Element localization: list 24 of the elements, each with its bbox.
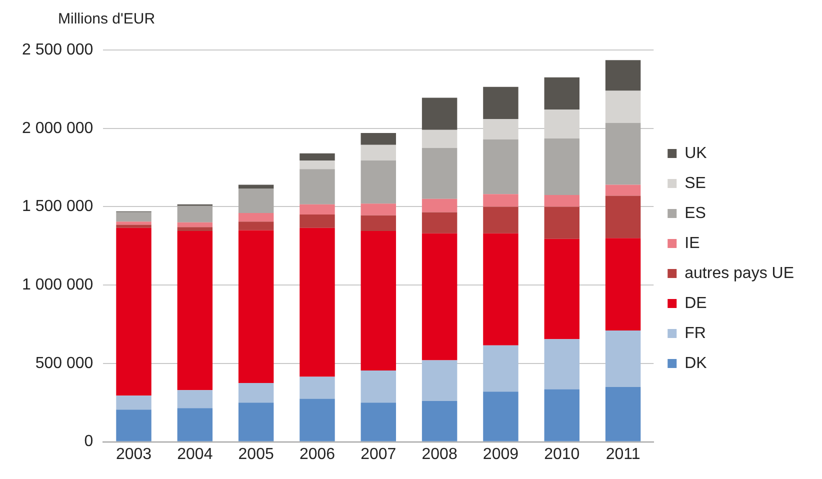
legend-label: autres pays UE (684, 264, 794, 282)
y-axis-title: Millions d'EUR (58, 10, 156, 28)
legend-label: UK (684, 144, 708, 162)
y-tick-label: 500 000 (35, 354, 94, 372)
x-tick-label: 2011 (606, 446, 640, 463)
legend-label: DK (684, 354, 708, 372)
y-tick-label: 2 500 000 (22, 41, 94, 58)
legend-label: ES (684, 204, 706, 222)
legend-label: DE (684, 294, 707, 312)
y-tick-label: 1 000 000 (22, 276, 94, 294)
y-tick-label: 1 500 000 (22, 198, 94, 216)
x-tick-label: 2004 (177, 446, 213, 463)
x-tick-label: 2009 (482, 446, 519, 463)
legend-label: SE (684, 174, 706, 192)
x-tick-label: 2005 (238, 446, 274, 463)
x-tick-label: 2003 (116, 446, 152, 463)
x-tick-label: 2008 (422, 446, 458, 463)
x-tick-label: 2006 (299, 446, 336, 463)
y-tick-label: 0 (84, 433, 94, 450)
y-tick-label: 2 000 000 (22, 120, 94, 137)
x-tick-label: 2010 (544, 446, 580, 463)
x-tick-label: 2007 (360, 446, 396, 463)
legend-label: IE (684, 234, 700, 252)
legend-label: FR (684, 324, 706, 342)
